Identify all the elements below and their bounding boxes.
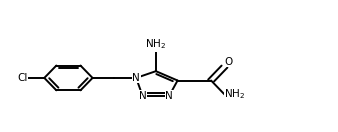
- Text: N: N: [132, 73, 140, 83]
- Text: Cl: Cl: [17, 73, 27, 83]
- Text: NH$_2$: NH$_2$: [224, 88, 246, 101]
- Text: N: N: [165, 91, 173, 101]
- Text: N: N: [139, 91, 146, 101]
- Text: O: O: [224, 57, 233, 67]
- Text: NH$_2$: NH$_2$: [145, 37, 166, 51]
